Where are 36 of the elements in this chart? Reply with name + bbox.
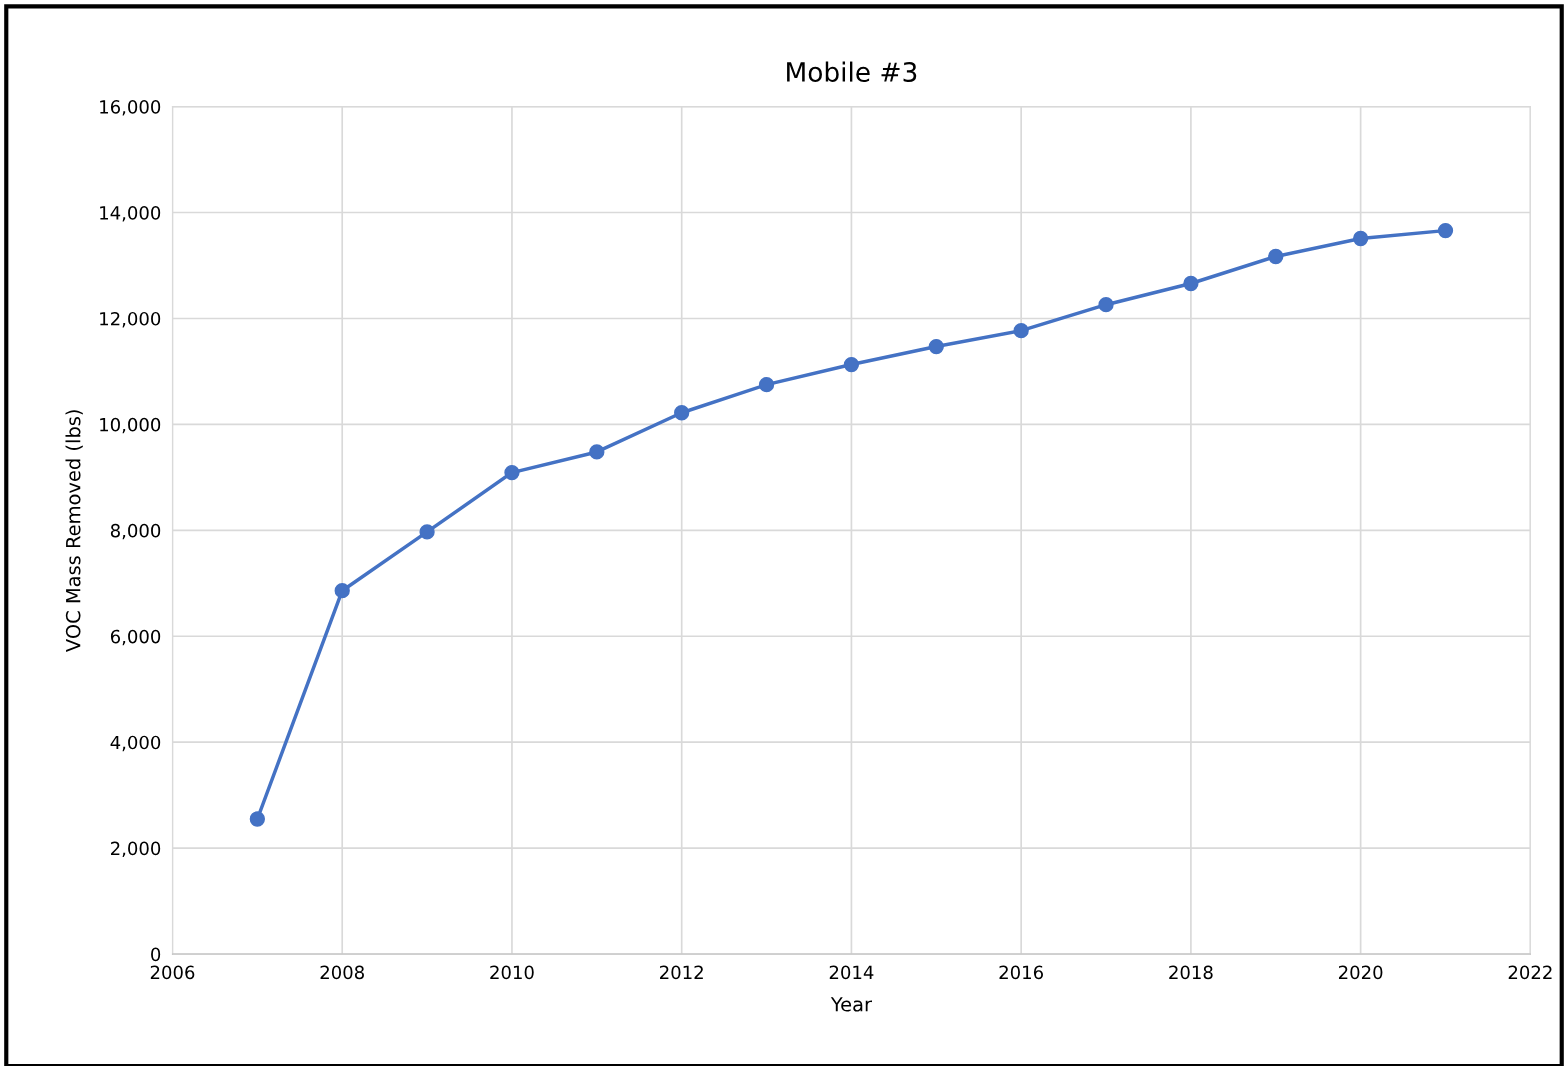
point <box>843 356 860 373</box>
point <box>419 524 435 540</box>
y-tick-label: 16,000 <box>100 100 161 116</box>
y-tick-label: 6,000 <box>110 629 161 646</box>
point <box>1183 275 1199 292</box>
point <box>1013 323 1029 339</box>
point <box>928 338 944 355</box>
y-tick-label: 2,000 <box>111 841 161 858</box>
x-tick-label: 2006 <box>150 965 195 980</box>
point <box>1352 230 1369 247</box>
y-tick-label: 14,000 <box>100 205 161 222</box>
y-tick-label: 12,000 <box>100 311 161 328</box>
x-tick-label: 2022 <box>1508 965 1552 980</box>
y-tick-label: 10,000 <box>100 417 161 434</box>
y-axis-title: VOC Mass Removed (lbs) <box>65 410 83 652</box>
y-tick-label: 4,000 <box>110 735 161 752</box>
y-tick-label: 8,000 <box>110 523 161 540</box>
point <box>1098 297 1114 313</box>
point <box>249 811 265 827</box>
point <box>1268 248 1284 265</box>
point <box>674 405 690 421</box>
chart-title: Mobile #3 <box>787 61 917 82</box>
point <box>758 377 775 393</box>
x-tick-label: 2010 <box>490 965 534 980</box>
x-tick-label: 2008 <box>320 965 364 980</box>
y-tick-label: 0 <box>151 947 161 962</box>
x-tick-label: 2014 <box>829 965 874 980</box>
x-tick-label: 2018 <box>1169 965 1213 980</box>
point <box>504 464 520 481</box>
x-tick-label: 2020 <box>1338 965 1383 980</box>
point <box>334 583 350 599</box>
x-tick-label: 2016 <box>999 965 1043 980</box>
x-axis-title: Year <box>830 997 873 1012</box>
x-tick-label: 2012 <box>660 965 703 980</box>
point <box>589 444 605 460</box>
point <box>1437 222 1454 239</box>
